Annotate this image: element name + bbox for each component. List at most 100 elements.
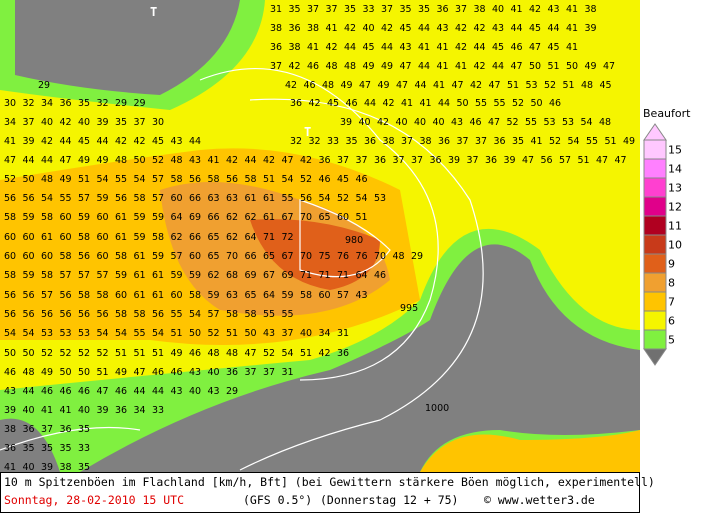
- grid-value: 42: [115, 136, 127, 147]
- grid-value: 33: [152, 405, 164, 416]
- grid-value: 51: [605, 136, 617, 147]
- grid-value: 37: [337, 155, 349, 166]
- grid-value: 46: [511, 42, 523, 53]
- grid-value: 55: [494, 98, 506, 109]
- grid-value: 60: [115, 290, 127, 301]
- grid-value: 60: [171, 193, 183, 204]
- grid-value: 32: [23, 98, 35, 109]
- grid-value: 61: [134, 251, 146, 262]
- grid-value: 47: [97, 386, 109, 397]
- grid-value: 51: [171, 328, 183, 339]
- grid-value: 41: [531, 136, 543, 147]
- grid-value: 59: [134, 232, 146, 243]
- grid-value: 42: [455, 42, 467, 53]
- grid-value: 46: [78, 386, 90, 397]
- grid-value: 49: [60, 174, 72, 185]
- grid-value: 56: [226, 174, 238, 185]
- grid-value: 44: [23, 155, 35, 166]
- grid-value: 37: [307, 4, 319, 15]
- grid-value: 52: [549, 136, 561, 147]
- grid-value: 45: [78, 136, 90, 147]
- grid-value: 39: [585, 23, 597, 34]
- grid-value: 47: [60, 155, 72, 166]
- grid-value: 59: [152, 212, 164, 223]
- grid-value: 48: [208, 348, 220, 359]
- grid-value: 35: [400, 4, 412, 15]
- grid-value: 63: [208, 193, 220, 204]
- grid-value: 53: [60, 328, 72, 339]
- grid-value: 61: [41, 232, 53, 243]
- grid-value: 43: [437, 23, 449, 34]
- grid-value: 41: [418, 42, 430, 53]
- grid-value: 52: [208, 328, 220, 339]
- grid-value: 43: [356, 290, 368, 301]
- grid-value: 49: [97, 155, 109, 166]
- grid-value: 62: [171, 232, 183, 243]
- grid-value: 57: [152, 174, 164, 185]
- grid-value: 54: [97, 174, 109, 185]
- grid-value: 55: [171, 309, 183, 320]
- grid-value: 30: [152, 117, 164, 128]
- grid-value: 49: [341, 80, 353, 91]
- grid-value: 40: [300, 328, 312, 339]
- grid-value: 40: [396, 117, 408, 128]
- grid-value: 54: [356, 193, 368, 204]
- grid-value: 49: [115, 367, 127, 378]
- legend-label: 8: [668, 277, 675, 290]
- grid-value: 38: [420, 136, 432, 147]
- grid-value: 55: [525, 117, 537, 128]
- grid-value: 49: [623, 136, 635, 147]
- grid-value: 45: [600, 80, 612, 91]
- grid-value: 64: [263, 290, 275, 301]
- grid-value: 39: [504, 155, 516, 166]
- grid-value: 41: [437, 61, 449, 72]
- grid-value: 45: [529, 23, 541, 34]
- grid-value: 43: [171, 386, 183, 397]
- grid-value: 60: [171, 290, 183, 301]
- grid-value: 62: [226, 232, 238, 243]
- grid-value: 46: [189, 348, 201, 359]
- grid-value: 60: [60, 232, 72, 243]
- zone-9: [250, 219, 380, 290]
- grid-value: 46: [374, 270, 386, 281]
- grid-value: 65: [208, 251, 220, 262]
- grid-value: 46: [346, 98, 358, 109]
- grid-value: 76: [337, 251, 349, 262]
- grid-value: 46: [319, 174, 331, 185]
- grid-value: 33: [363, 4, 375, 15]
- grid-value: 61: [134, 270, 146, 281]
- grid-value: 42: [455, 23, 467, 34]
- grid-value: 37: [475, 136, 487, 147]
- grid-value: 35: [78, 424, 90, 435]
- grid-value: 54: [41, 193, 53, 204]
- grid-value: 69: [245, 270, 257, 281]
- grid-value: 58: [41, 270, 53, 281]
- low-marker: T: [150, 5, 157, 19]
- grid-value: 54: [97, 328, 109, 339]
- grid-value: 51: [578, 155, 590, 166]
- grid-value: 46: [304, 80, 316, 91]
- grid-value: 47: [452, 80, 464, 91]
- grid-value: 67: [263, 270, 275, 281]
- grid-value: 37: [270, 61, 282, 72]
- grid-value: 29: [38, 80, 50, 91]
- grid-value: 48: [326, 61, 338, 72]
- grid-value: 52: [544, 80, 556, 91]
- grid-value: 41: [566, 4, 578, 15]
- grid-value: 29: [226, 386, 238, 397]
- grid-value: 58: [226, 309, 238, 320]
- grid-value: 38: [270, 23, 282, 34]
- grid-value: 64: [171, 212, 183, 223]
- grid-value: 40: [189, 386, 201, 397]
- grid-value: 34: [319, 328, 331, 339]
- grid-value: 57: [559, 155, 571, 166]
- caption: 10 m Spitzenböen im Flachland [km/h, Bft…: [4, 475, 655, 489]
- grid-value: 35: [418, 4, 430, 15]
- grid-value: 40: [359, 117, 371, 128]
- legend-cap: [643, 348, 667, 366]
- grid-value: 42: [289, 61, 301, 72]
- grid-value: 41: [208, 155, 220, 166]
- grid-value: 47: [522, 155, 534, 166]
- grid-value: 44: [415, 80, 427, 91]
